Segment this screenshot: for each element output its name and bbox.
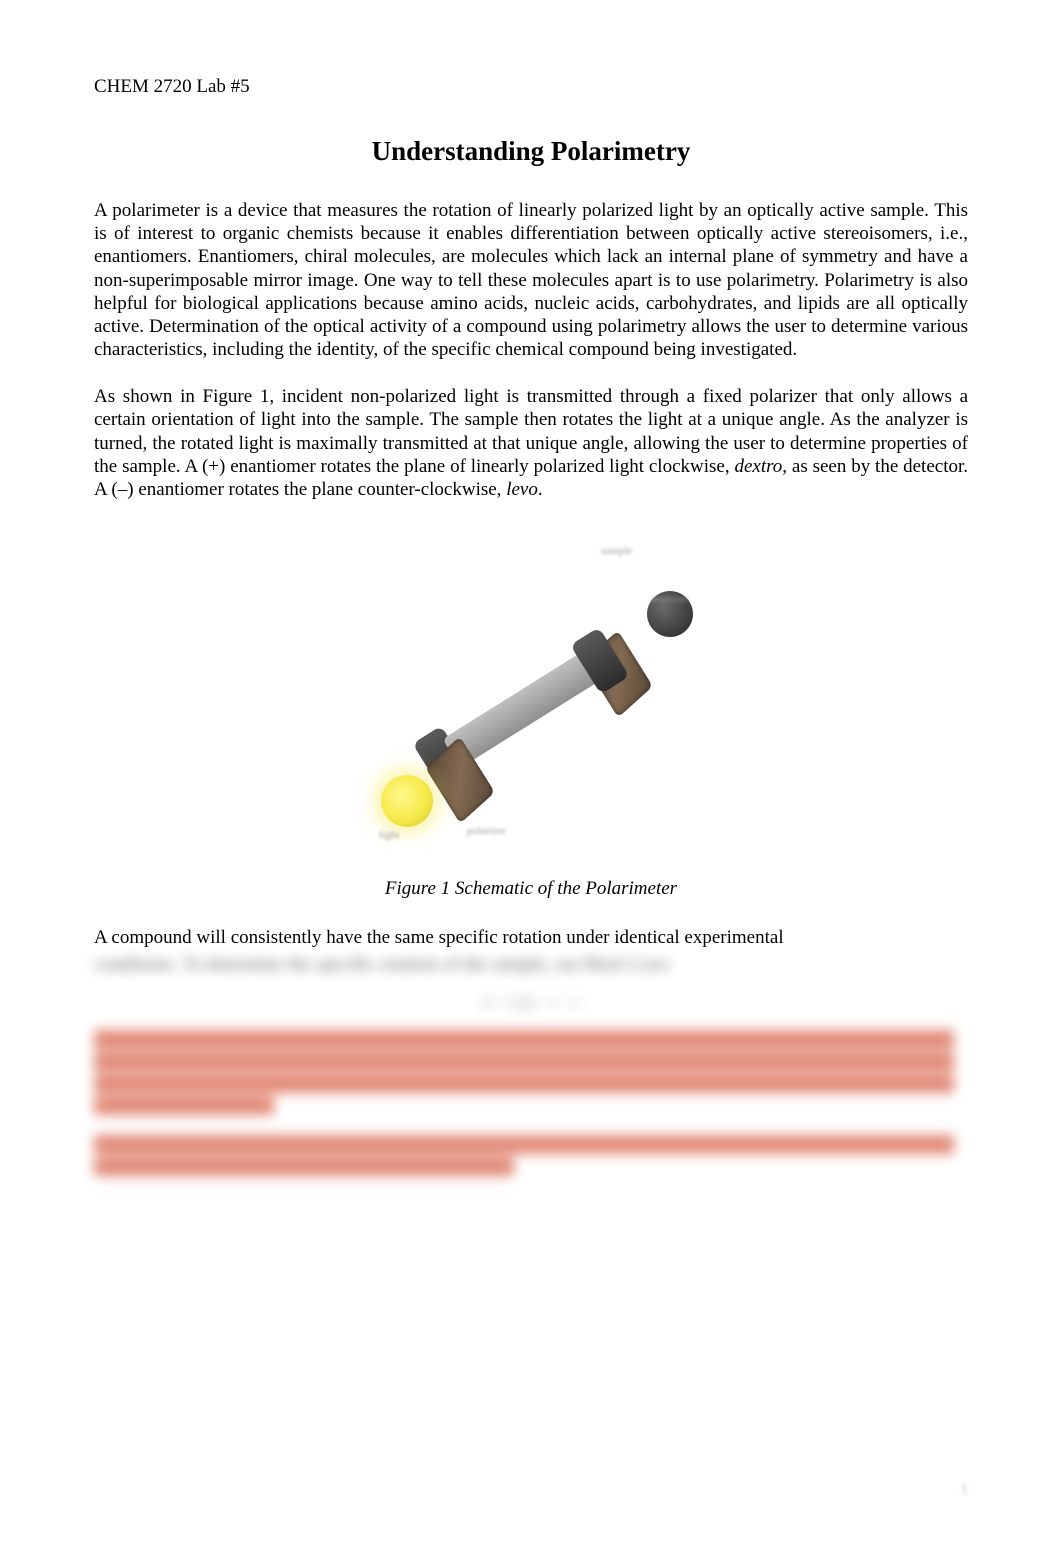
obscured-formula: α = [α] · l · c: [94, 992, 968, 1014]
paragraph-1: A polarimeter is a device that measures …: [94, 199, 968, 361]
obscured-bar: [94, 1096, 274, 1115]
figure-1-caption: Figure 1 Schematic of the Polarimeter: [94, 878, 968, 900]
page-title: Understanding Polarimetry: [94, 136, 968, 167]
paragraph-3: A compound will consistently have the sa…: [94, 926, 968, 949]
obscured-bar: [94, 1052, 954, 1071]
obscured-bar: [94, 1074, 954, 1093]
label-analyzer: analyzer: [651, 593, 688, 605]
obscured-bar: [94, 1157, 514, 1176]
figure-1: sample analyzer polarizer light: [94, 525, 968, 860]
label-polarizer: polarizer: [467, 825, 506, 837]
term-dextro: dextro: [734, 456, 782, 477]
course-header: CHEM 2720 Lab #5: [94, 76, 968, 98]
term-levo: levo: [506, 479, 538, 500]
polarimeter-schematic: sample analyzer polarizer light: [351, 525, 711, 855]
paragraph-2: As shown in Figure 1, incident non-polar…: [94, 385, 968, 501]
obscured-line-1: conditions. To determine the specific ro…: [94, 953, 968, 976]
light-source-icon: [381, 775, 433, 827]
obscured-bar: [94, 1030, 954, 1049]
obscured-content: conditions. To determine the specific ro…: [94, 953, 968, 1176]
obscured-red-bars: [94, 1030, 968, 1176]
p2-part-c: .: [538, 479, 543, 500]
label-light: light: [379, 829, 399, 841]
label-sample: sample: [601, 545, 632, 557]
obscured-bar: [94, 1135, 954, 1154]
page-number: 1: [961, 1481, 969, 1498]
